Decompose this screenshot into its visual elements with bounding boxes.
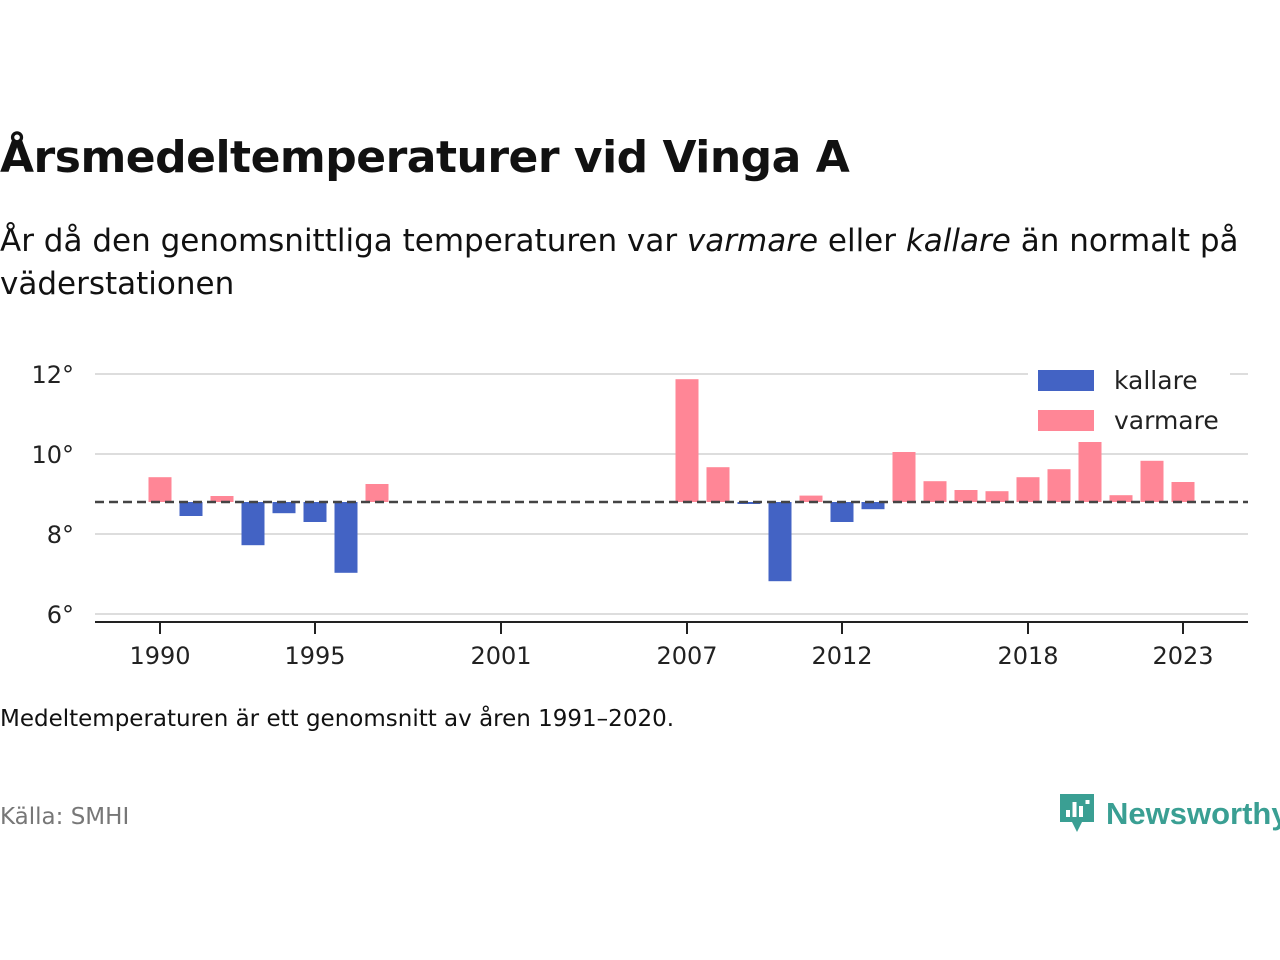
- y-tick-label: 6°: [47, 601, 74, 629]
- subtitle-part-1: År då den genomsnittliga temperaturen va…: [0, 223, 687, 259]
- legend-swatch-warm: [1038, 410, 1094, 431]
- bar-warm: [893, 452, 916, 502]
- x-tick-label: 2018: [997, 642, 1058, 670]
- bar-warm: [1172, 482, 1195, 502]
- x-axis-ticks: 1990 1995 2001 2007 2012 2018 2023: [129, 622, 1213, 670]
- bar-cold: [304, 502, 327, 522]
- brand-name: Newsworthy: [1106, 796, 1280, 832]
- bar-cold: [242, 502, 265, 545]
- bar-cold: [180, 502, 203, 516]
- x-tick-label: 1995: [284, 642, 345, 670]
- subtitle-cold-word: kallare: [906, 223, 1011, 259]
- bar-cold: [831, 502, 854, 522]
- newsworthy-logo-icon: [1058, 792, 1096, 836]
- subtitle-part-2: eller: [818, 223, 906, 259]
- bar-warm: [676, 379, 699, 502]
- bar-warm: [986, 491, 1009, 502]
- subtitle-warm-word: varmare: [687, 223, 818, 259]
- x-tick-label: 2001: [470, 642, 531, 670]
- bar-warm: [1017, 477, 1040, 502]
- chart-title: Årsmedeltemperaturer vid Vinga A: [0, 132, 849, 183]
- x-tick-label: 2023: [1152, 642, 1213, 670]
- bar-warm: [1048, 469, 1071, 502]
- x-tick-label: 2007: [656, 642, 717, 670]
- legend-label-warm: varmare: [1114, 406, 1219, 435]
- bar-warm: [707, 467, 730, 502]
- y-axis-labels: 6° 8° 10° 12°: [31, 361, 74, 629]
- x-tick-label: 2012: [811, 642, 872, 670]
- chart-subtitle: År då den genomsnittliga temperaturen va…: [0, 220, 1270, 306]
- legend-label-cold: kallare: [1114, 366, 1198, 395]
- bar-warm: [149, 477, 172, 502]
- bar-warm: [366, 484, 389, 502]
- y-tick-label: 8°: [47, 521, 74, 549]
- legend-swatch-cold: [1038, 370, 1094, 391]
- bar-warm: [1141, 461, 1164, 502]
- legend: kallare varmare: [1028, 360, 1230, 442]
- y-tick-label: 10°: [31, 441, 74, 469]
- x-tick-label: 1990: [129, 642, 190, 670]
- source-label: Källa: SMHI: [0, 804, 129, 830]
- footnote: Medeltemperaturen är ett genomsnitt av å…: [0, 706, 674, 732]
- bar-cold: [769, 502, 792, 581]
- temperature-bar-chart: 6°8°10°12° 1990 1995 2001 2007 2012 2018 2023 …: [0, 350, 1280, 680]
- bar-cold: [335, 502, 358, 573]
- brand-logo[interactable]: Newsworthy: [1058, 792, 1280, 836]
- bar-warm: [955, 490, 978, 502]
- y-tick-label: 12°: [31, 361, 74, 389]
- bar-warm: [1079, 439, 1102, 502]
- bar-cold: [273, 502, 296, 513]
- bar-warm: [924, 481, 947, 502]
